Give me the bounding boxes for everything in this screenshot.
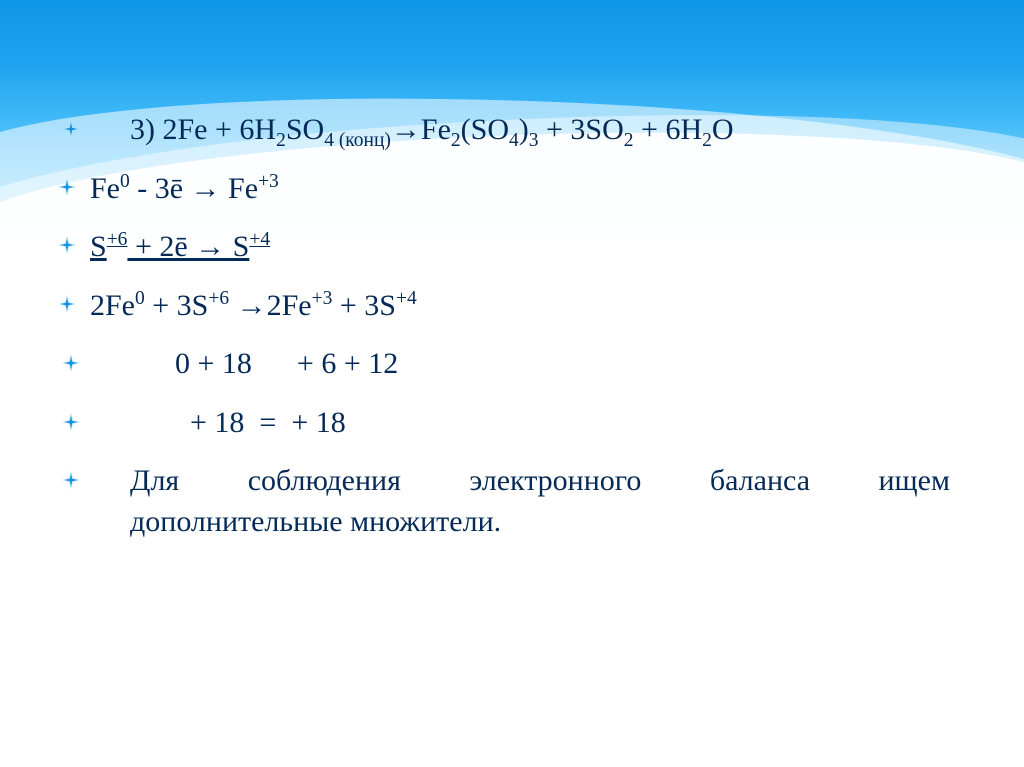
star-bullet-icon [62, 354, 80, 372]
text-segment: + 6H [634, 113, 703, 146]
text-segment: +6 [107, 229, 128, 250]
text-segment: →Fe [391, 113, 451, 146]
text-segment: + 2ē → S [127, 230, 249, 263]
text-segment: + 3SO [539, 113, 624, 146]
text-segment: 0 [135, 288, 145, 309]
star-bullet-icon [58, 236, 76, 254]
description-text: Для соблюдения электронного баланса ищемдопо… [70, 461, 950, 542]
text-segment: - 3ē → Fe [130, 172, 258, 205]
equation-line: 0 + 18 + 6 + 12 [70, 344, 950, 385]
text-segment: 4 [509, 130, 519, 151]
text-segment: 2 [276, 130, 286, 151]
text-segment: O [712, 113, 734, 146]
text-segment: +6 [208, 288, 229, 309]
equation-line: 3) 2Fe + 6H2SO4 (конц)→Fe2(SO4)3 + 3SO2 … [70, 110, 950, 151]
text-segment: + 3S [332, 289, 396, 322]
text-segment: 2 [624, 130, 634, 151]
star-bullet-icon [58, 295, 76, 313]
text-segment: 3) 2Fe + 6H [130, 113, 276, 146]
equation-line: Fe0 - 3ē → Fe+3 [70, 169, 950, 210]
text-segment: →2Fe [229, 289, 312, 322]
equation-line: S+6 + 2ē → S+4 [70, 227, 950, 268]
text-segment: 2Fe [90, 289, 135, 322]
text-segment: Fe [90, 172, 120, 205]
text-segment: 0 [120, 171, 130, 192]
text-segment: SO [286, 113, 324, 146]
star-bullet-icon [62, 413, 80, 431]
star-bullet-icon [62, 120, 80, 138]
word: электронного [469, 461, 641, 502]
equation-line: 2Fe0 + 3S+6 →2Fe+3 + 3S+4 [70, 286, 950, 327]
text-segment: + 3S [145, 289, 209, 322]
text-segment: 2 [451, 130, 461, 151]
text-segment: 4 (конц) [324, 130, 391, 151]
text-segment: дополнительные множители. [130, 502, 950, 543]
text-segment: 2 [702, 130, 712, 151]
text-segment: +4 [249, 229, 270, 250]
star-bullet-icon [58, 178, 76, 196]
equation-line: + 18 = + 18 [70, 403, 950, 444]
text-segment: 0 + 18 + 6 + 12 [130, 347, 398, 380]
text-segment: S [90, 230, 107, 263]
word: баланса [710, 461, 810, 502]
text-segment: +4 [396, 288, 417, 309]
content-area: 3) 2Fe + 6H2SO4 (конц)→Fe2(SO4)3 + 3SO2 … [70, 110, 950, 560]
text-segment: + 18 = + 18 [130, 406, 346, 439]
text-segment: +3 [312, 288, 333, 309]
word: соблюдения [248, 461, 401, 502]
star-bullet-icon [62, 471, 80, 489]
text-segment: 3 [529, 130, 539, 151]
slide: 3) 2Fe + 6H2SO4 (конц)→Fe2(SO4)3 + 3SO2 … [0, 0, 1024, 767]
text-segment: ) [519, 113, 529, 146]
text-segment: (SO [461, 113, 509, 146]
word: ищем [879, 461, 950, 502]
text-segment: +3 [258, 171, 279, 192]
word: Для [130, 461, 179, 502]
